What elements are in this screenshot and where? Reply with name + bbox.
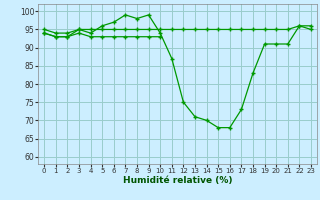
X-axis label: Humidité relative (%): Humidité relative (%) (123, 176, 232, 185)
